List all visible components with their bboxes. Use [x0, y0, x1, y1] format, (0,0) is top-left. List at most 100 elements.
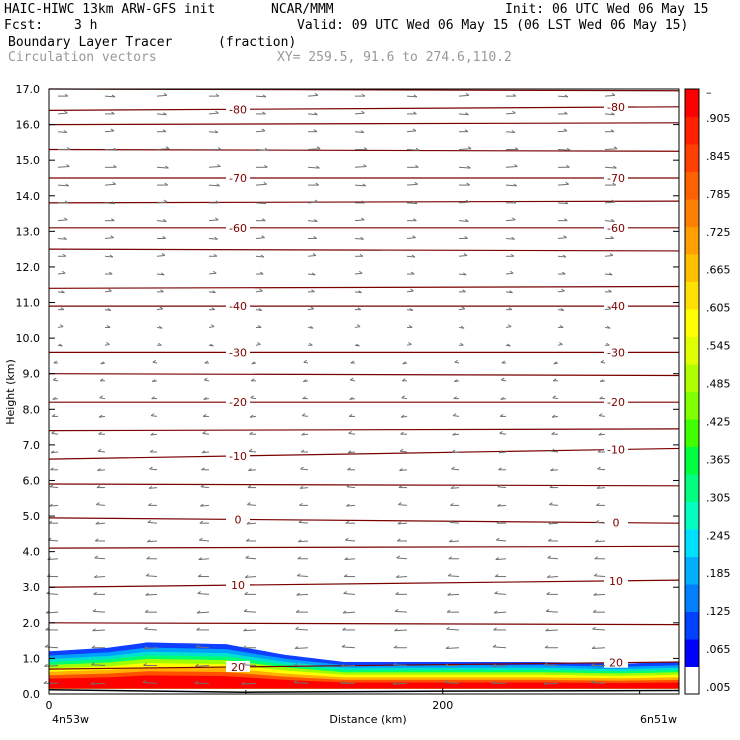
wind-vector: [354, 326, 361, 328]
wind-vector: [545, 629, 559, 632]
wind-vector: [499, 432, 507, 435]
wind-vector: [95, 522, 106, 525]
wind-vector-head: [257, 342, 261, 345]
wind-vector: [341, 665, 356, 667]
wind-vector-head: [550, 468, 554, 472]
wind-vector-head: [97, 448, 102, 452]
wind-vector-head: [598, 413, 603, 417]
wind-vector-head: [613, 165, 617, 169]
wind-vector-head: [264, 164, 268, 168]
wind-vector: [346, 486, 356, 489]
wind-vector-head: [494, 574, 499, 577]
wind-vector-head: [450, 485, 455, 489]
wind-vector: [151, 415, 158, 417]
y-tick-label: 13.0: [16, 225, 41, 238]
wind-vector-head: [309, 342, 313, 346]
wind-vector-head: [559, 342, 563, 345]
wind-vector-head: [360, 236, 364, 240]
wind-vector: [255, 237, 265, 239]
wind-vector: [57, 326, 64, 328]
wind-vector-head: [51, 430, 55, 434]
wind-vector-head: [444, 680, 449, 683]
wind-vector-head: [49, 484, 54, 488]
wind-vector-head: [164, 182, 168, 186]
wind-vector-head: [301, 413, 306, 417]
wind-vector-head: [399, 448, 404, 452]
wind-vector-head: [400, 414, 405, 418]
wind-vector: [307, 201, 319, 204]
wind-vector-head: [202, 413, 207, 417]
wind-vector: [49, 504, 59, 507]
wind-vector: [604, 94, 615, 97]
wind-vector-head: [64, 200, 69, 204]
wind-vector: [245, 576, 257, 578]
wind-vector-head: [44, 663, 48, 667]
wind-vector-head: [199, 520, 204, 524]
wind-vector-head: [242, 662, 246, 666]
wind-vector: [596, 487, 606, 489]
wind-vector-head: [259, 271, 264, 275]
wind-vector: [406, 149, 420, 151]
wind-vector-head: [348, 413, 353, 417]
isotherm-label-bg: [604, 656, 628, 668]
wind-vector-head: [311, 289, 315, 293]
y-tick-label: 14.0: [16, 190, 41, 203]
wind-vector-head: [248, 448, 253, 452]
wind-vector-head: [346, 484, 351, 488]
wind-vector: [494, 611, 507, 614]
wind-vector-head: [194, 680, 199, 684]
wind-vector-head: [152, 359, 157, 363]
wind-vector: [57, 184, 69, 187]
wind-vector-head: [447, 573, 452, 577]
wind-vector-head: [363, 147, 368, 150]
wind-vector-head: [200, 503, 204, 507]
isotherm-label: -80: [229, 103, 247, 116]
wind-vector-head: [513, 183, 517, 187]
colorbar-label: .125: [706, 605, 731, 618]
wind-vector-head: [361, 217, 365, 221]
colorbar-label: .905: [706, 112, 731, 125]
isotherm-line: [48, 622, 680, 626]
wind-vector-head: [345, 520, 350, 524]
wind-vector-head: [163, 112, 167, 116]
wind-vector-head: [149, 449, 154, 453]
wind-vector-head: [597, 466, 601, 470]
wind-vector-head: [65, 183, 69, 187]
wind-vector-head: [262, 111, 266, 115]
wind-vector-head: [514, 164, 518, 167]
isotherm-label: 10: [609, 575, 623, 588]
wind-vector-head: [92, 608, 97, 612]
wind-vector-head: [591, 646, 596, 649]
wind-vector-head: [451, 466, 455, 470]
wind-vector-head: [98, 431, 102, 435]
wind-vector-head: [564, 201, 569, 205]
wind-vector-head: [449, 539, 453, 543]
wind-vector-head: [550, 448, 555, 452]
wind-vector-head: [91, 645, 96, 649]
wind-vector-head: [313, 129, 318, 133]
y-tick-label: 5.0: [23, 510, 41, 523]
wind-vector: [543, 682, 559, 685]
wind-vector: [449, 521, 460, 524]
wind-vector-head: [215, 200, 220, 204]
colorbar-label: .605: [706, 302, 731, 315]
wind-vector-head: [611, 219, 615, 222]
wind-vector-head: [544, 662, 548, 666]
y-tick-label: 0.0: [23, 688, 41, 701]
wind-vectors: [43, 92, 618, 685]
wind-vector: [50, 451, 59, 454]
wind-vector-head: [349, 397, 353, 400]
wind-vector: [142, 682, 158, 684]
wind-vector-head: [213, 253, 218, 257]
wind-vector: [145, 593, 158, 596]
wind-vector: [104, 202, 116, 205]
wind-vector-head: [315, 182, 319, 186]
wind-vector: [346, 504, 356, 507]
wind-vector-head: [447, 592, 451, 596]
x-right-end-label: 6n51w: [640, 713, 677, 726]
isotherm-line: [48, 148, 680, 152]
colorbar-label: .485: [706, 378, 731, 391]
wind-vector-head: [160, 272, 165, 276]
wind-vector: [298, 540, 309, 543]
wind-vector: [307, 166, 320, 169]
